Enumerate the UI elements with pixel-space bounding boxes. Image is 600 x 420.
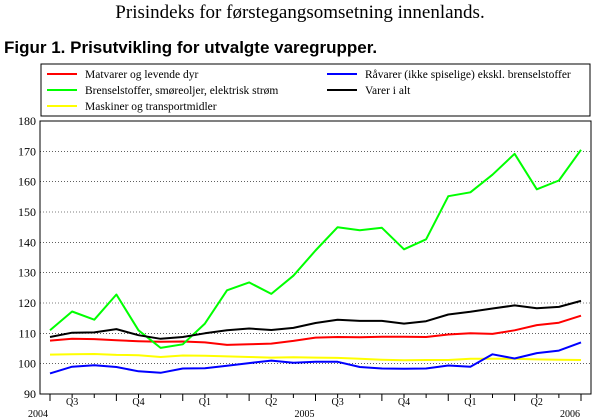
quarter-label: Q2 <box>531 397 543 408</box>
quarter-label: Q4 <box>398 397 410 408</box>
series-line <box>49 314 582 346</box>
quarter-label: Q1 <box>199 397 211 408</box>
quarter-label: Q4 <box>132 397 144 408</box>
series-line <box>49 353 582 362</box>
figure-title: Figur 1. Prisutvikling for utvalgte vare… <box>4 38 378 57</box>
x-axis: Q3 Q4 Q1 Q2 Q3 Q4 Q1 Q2 2004 2005 2006 <box>28 394 582 420</box>
y-tick-label: 90 <box>24 387 36 401</box>
quarter-label: Q1 <box>464 397 476 408</box>
y-tick-label: 130 <box>18 266 36 280</box>
legend-label: Varer i alt <box>365 85 411 97</box>
legend-label: Brenselstoffer, smøreoljer, elektrisk st… <box>85 85 278 97</box>
page-suptitle: Prisindeks for førstegangsomsetning inne… <box>115 2 485 23</box>
y-tick-label: 160 <box>18 175 36 189</box>
y-tick-label: 110 <box>18 326 36 340</box>
quarter-label: Q2 <box>265 397 277 408</box>
y-tick-label: 180 <box>18 114 36 128</box>
y-tick-label: 150 <box>18 205 36 219</box>
y-axis: 90 100 110 120 130 140 150 160 170 180 <box>18 114 36 401</box>
y-tick-label: 100 <box>18 357 36 371</box>
series-line <box>49 149 582 349</box>
legend-label: Maskiner og transportmidler <box>85 101 217 113</box>
plot-area <box>39 120 592 395</box>
legend-frame <box>40 63 591 117</box>
y-tick-label: 120 <box>18 296 36 310</box>
quarter-label: Q3 <box>66 397 78 408</box>
series-lines <box>49 149 582 375</box>
year-label: 2004 <box>28 409 48 420</box>
quarter-label: Q3 <box>332 397 344 408</box>
year-label: 2006 <box>560 409 580 420</box>
y-tick-label: 140 <box>18 235 36 249</box>
legend-label: Råvarer (ikke spiselige) ekskl. brensels… <box>365 68 571 81</box>
year-label: 2005 <box>294 409 314 420</box>
series-line <box>49 299 582 340</box>
legend: Matvarer og levende dyr Brenselstoffer, s… <box>40 63 591 117</box>
plot-border <box>39 120 592 395</box>
y-tick-label: 170 <box>18 144 36 158</box>
legend-label: Matvarer og levende dyr <box>85 69 199 81</box>
series-line <box>49 341 582 375</box>
